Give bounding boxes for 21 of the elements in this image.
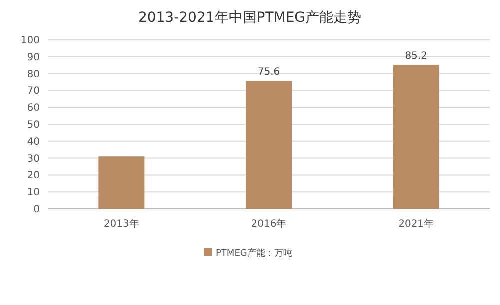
y-tick-label: 30	[27, 154, 40, 165]
bar	[98, 156, 145, 209]
x-tick-label: 2021年	[398, 218, 434, 230]
x-tick-label: 2013年	[104, 218, 140, 230]
y-tick-label: 80	[27, 69, 40, 80]
y-tick-label: 20	[27, 170, 40, 182]
y-tick-label: 0	[34, 204, 40, 216]
y-tick-label: 60	[27, 103, 40, 114]
data-label: 75.6	[258, 67, 280, 78]
y-tick-label: 50	[27, 120, 40, 131]
chart-title: 2013-2021年中国PTMEG产能走势	[138, 10, 362, 26]
x-tick-label: 2016年	[251, 218, 287, 230]
y-tick-label: 90	[27, 52, 40, 64]
bar	[246, 81, 292, 209]
legend-label: PTMEG产能：万吨	[216, 248, 292, 259]
y-tick-label: 10	[27, 188, 40, 199]
y-tick-label: 40	[27, 136, 40, 148]
y-tick-label: 70	[27, 86, 40, 98]
data-label: 85.2	[405, 51, 428, 62]
bar	[393, 65, 440, 209]
y-tick-label: 100	[20, 36, 40, 46]
